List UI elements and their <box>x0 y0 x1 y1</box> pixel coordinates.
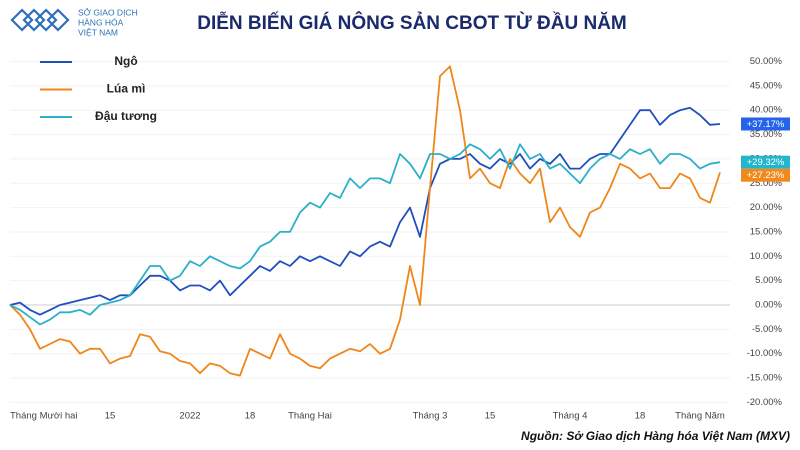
legend-label: Ngô <box>114 54 137 68</box>
chart-title: DIỄN BIẾN GIÁ NÔNG SẢN CBOT TỪ ĐẦU NĂM <box>197 12 627 34</box>
y-tick-label: 35.00% <box>750 129 783 140</box>
series-line <box>9 143 721 326</box>
y-tick-label: -15.00% <box>747 373 783 384</box>
brand-line: HÀNG HÓA <box>78 17 124 27</box>
x-tick-label: 18 <box>635 411 646 422</box>
x-tick-label: 2022 <box>179 411 200 422</box>
x-tick-label: Tháng Năm <box>675 411 725 422</box>
y-tick-label: 5.00% <box>755 275 782 286</box>
y-tick-label: -20.00% <box>747 397 783 408</box>
brand-line: SỞ GIAO DỊCH <box>78 6 138 17</box>
x-tick-label: Tháng Hai <box>288 411 332 422</box>
end-label: +37.17% <box>747 119 785 130</box>
y-tick-label: 15.00% <box>750 226 783 237</box>
y-tick-label: 50.00% <box>750 56 783 67</box>
y-tick-label: 20.00% <box>750 202 783 213</box>
end-label: +29.32% <box>747 157 785 168</box>
legend-label: Lúa mì <box>107 82 146 96</box>
y-tick-label: 10.00% <box>750 251 783 262</box>
y-tick-label: 45.00% <box>750 80 783 91</box>
end-label: +27.23% <box>747 170 785 181</box>
y-tick-label: 40.00% <box>750 105 783 116</box>
y-tick-label: 25.00% <box>750 178 783 189</box>
end-label-box <box>741 168 790 182</box>
x-tick-label: 15 <box>485 411 496 422</box>
end-label-box <box>741 155 790 169</box>
x-tick-label: Tháng Mười hai <box>10 411 78 422</box>
x-tick-label: 15 <box>105 411 116 422</box>
y-tick-label: -10.00% <box>747 348 783 359</box>
source: Nguồn: Sở Giao dịch Hàng hóa Việt Nam (M… <box>521 429 790 443</box>
y-tick-label: 0.00% <box>755 300 782 311</box>
end-label-box <box>741 117 790 131</box>
x-tick-label: Tháng 3 <box>413 411 448 422</box>
y-tick-label: -5.00% <box>752 324 783 335</box>
x-tick-label: 18 <box>245 411 256 422</box>
series-line <box>9 65 721 377</box>
logo <box>10 8 70 32</box>
legend-label: Đậu tương <box>95 109 157 123</box>
x-tick-label: Tháng 4 <box>553 411 588 422</box>
series-line <box>9 106 721 316</box>
brand-line: VIỆT NAM <box>78 27 118 37</box>
